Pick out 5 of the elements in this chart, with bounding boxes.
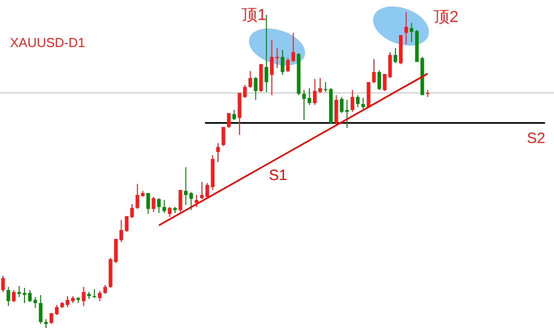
annotation: 顶1	[242, 7, 267, 24]
ref-line-label: S2	[526, 130, 546, 147]
text: 顶2	[434, 9, 459, 26]
text: XAUUSD-D1	[10, 35, 86, 50]
series-label: S1	[268, 167, 288, 184]
